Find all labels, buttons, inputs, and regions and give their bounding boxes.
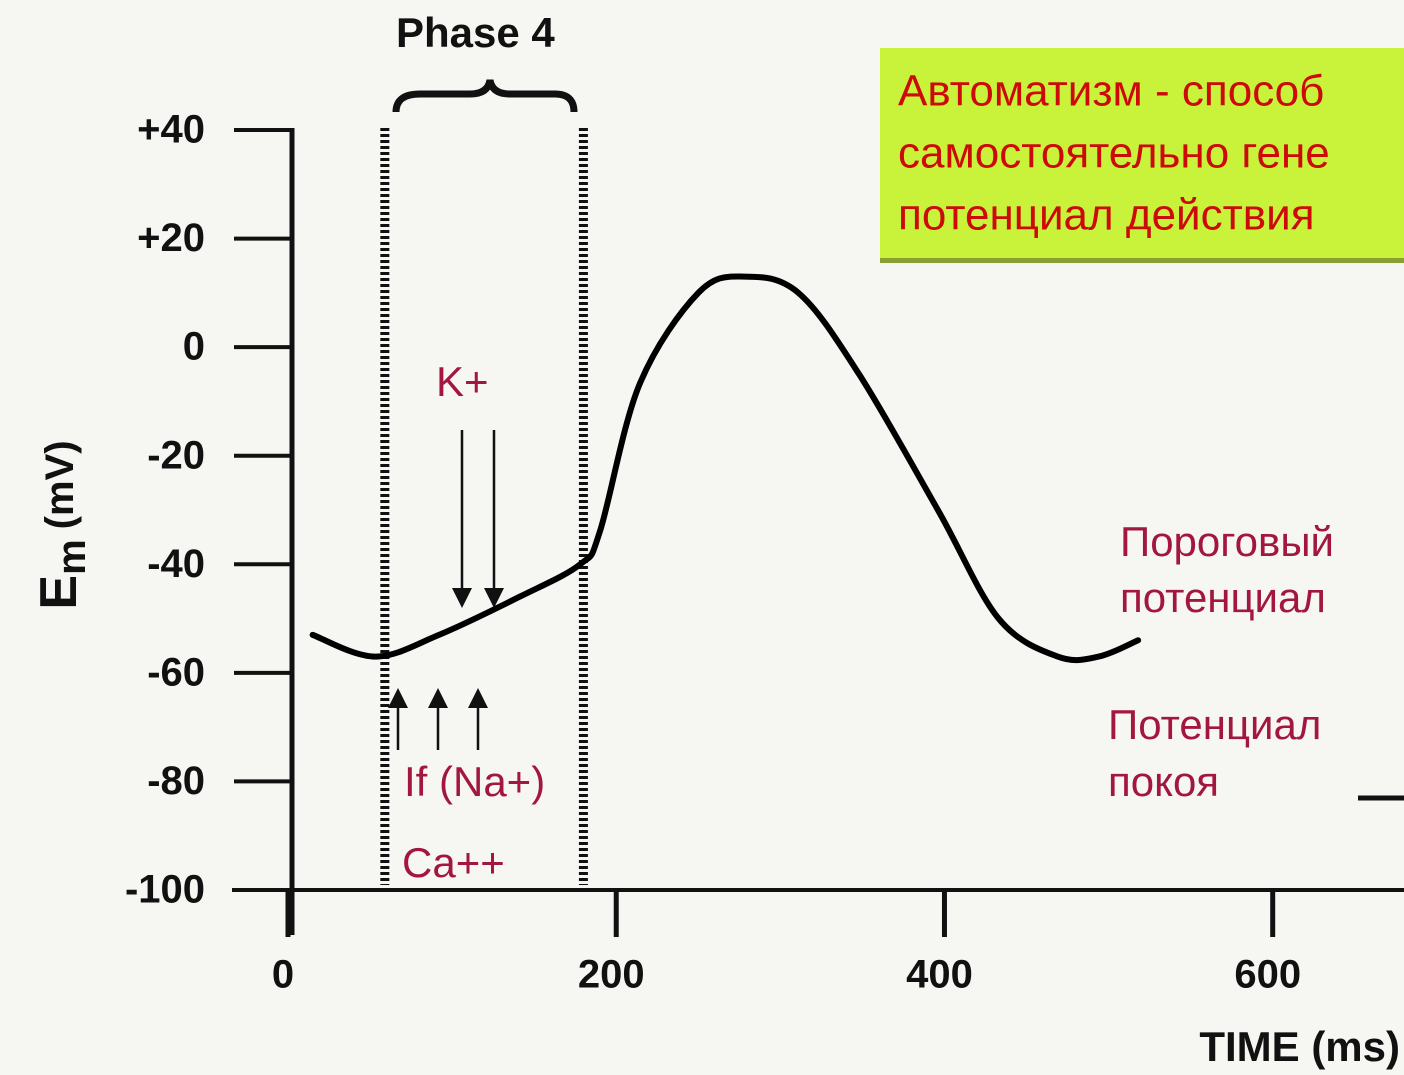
chart-title: Phase 4	[396, 9, 555, 56]
x-tick-label: 600	[1234, 953, 1301, 997]
x-axis-label: TIME (ms)	[1199, 1023, 1400, 1070]
y-tick-label: -80	[147, 759, 205, 803]
rest-label: покоя	[1108, 758, 1219, 805]
ion-label-ca: Ca++	[402, 839, 505, 886]
y-tick-label: -20	[147, 433, 205, 477]
y-tick-label: -100	[125, 868, 205, 912]
y-label-sub: m	[50, 539, 94, 575]
y-tick-label: -40	[147, 542, 205, 586]
x-tick-label: 0	[272, 953, 294, 997]
y-label-main: E	[30, 575, 88, 610]
note-line: Автоматизм - способ	[898, 67, 1324, 116]
y-tick-label: +40	[137, 108, 205, 152]
x-tick-label: 200	[578, 953, 645, 997]
ion-label-if: If (Na+)	[404, 758, 545, 805]
y-tick-label: -60	[147, 650, 205, 694]
x-tick-label: 400	[906, 953, 973, 997]
arrow-heads	[388, 588, 504, 708]
threshold-label: Пороговый	[1120, 518, 1334, 565]
note-box	[880, 48, 1404, 260]
phase-brace	[392, 79, 578, 113]
note-box-shadow	[880, 258, 1404, 263]
y-tick-label: +20	[137, 216, 205, 260]
y-label-unit: (mV)	[38, 440, 82, 529]
threshold-label: потенциал	[1120, 574, 1326, 621]
y-axis-label: Em (mV)	[30, 440, 94, 609]
ion-label-k: K+	[436, 358, 489, 405]
rest-label: Потенциал	[1108, 701, 1321, 748]
note-line: потенциал действия	[898, 191, 1315, 240]
potential-curve	[309, 273, 1142, 664]
note-line: самостоятельно гене	[898, 129, 1330, 178]
y-tick-label: 0	[183, 325, 205, 369]
